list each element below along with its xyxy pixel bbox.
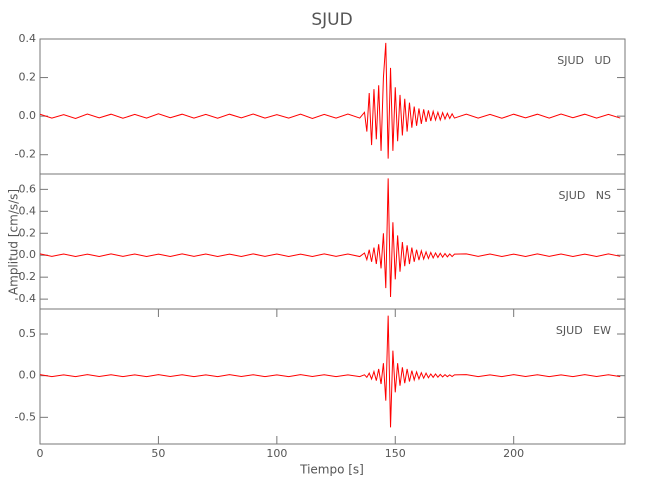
y-tick-label: -0.2 bbox=[15, 148, 36, 161]
y-tick-label: -0.2 bbox=[15, 270, 36, 283]
y-tick-label: -0.5 bbox=[15, 410, 36, 423]
plot-frame bbox=[39, 308, 626, 445]
x-axis-label: Tiempo [s] bbox=[299, 463, 364, 477]
y-tick-label: 0.5 bbox=[19, 327, 37, 340]
y-tick-label: 0.0 bbox=[19, 109, 37, 122]
x-tick-label: 150 bbox=[385, 447, 406, 460]
waveform bbox=[40, 315, 621, 428]
x-tick-label: 50 bbox=[151, 447, 165, 460]
y-axis-label: Amplitud [cm/s/s] bbox=[7, 189, 21, 295]
plot-frame bbox=[39, 38, 626, 175]
waveform bbox=[40, 178, 621, 297]
y-tick-label: 0.2 bbox=[19, 226, 37, 239]
plot-frame bbox=[39, 173, 626, 310]
x-tick-label: 100 bbox=[266, 447, 287, 460]
trace-label: SJUD UD bbox=[557, 54, 611, 67]
y-tick-label: 0.4 bbox=[19, 32, 37, 45]
trace-label: SJUD NS bbox=[559, 189, 611, 202]
y-tick-label: -0.4 bbox=[15, 292, 36, 305]
y-tick-label: 0.4 bbox=[19, 204, 37, 217]
waveform bbox=[40, 42, 621, 159]
chart-title: SJUD bbox=[311, 10, 352, 30]
x-tick-label: 0 bbox=[37, 447, 44, 460]
y-tick-label: 0.0 bbox=[19, 248, 37, 261]
y-tick-label: 0.2 bbox=[19, 71, 37, 84]
y-tick-label: 0.0 bbox=[19, 369, 37, 382]
y-tick-label: 0.6 bbox=[19, 182, 37, 195]
trace-label: SJUD EW bbox=[556, 324, 611, 337]
x-tick-label: 200 bbox=[503, 447, 524, 460]
